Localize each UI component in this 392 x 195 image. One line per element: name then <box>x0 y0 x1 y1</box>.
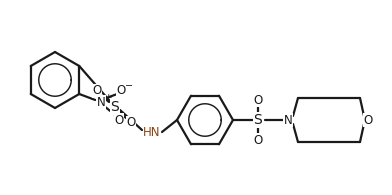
Text: N: N <box>284 113 292 127</box>
Text: O: O <box>117 83 126 97</box>
Text: −: − <box>125 81 133 91</box>
Text: O: O <box>363 113 373 127</box>
Text: +: + <box>105 92 112 102</box>
Text: HN: HN <box>143 126 161 138</box>
Text: S: S <box>254 113 262 127</box>
Text: O: O <box>253 93 263 106</box>
Text: O: O <box>93 84 102 98</box>
Text: S: S <box>111 100 120 114</box>
Text: O: O <box>126 116 136 129</box>
Text: O: O <box>114 113 124 127</box>
Text: N: N <box>97 96 105 108</box>
Text: O: O <box>253 134 263 146</box>
